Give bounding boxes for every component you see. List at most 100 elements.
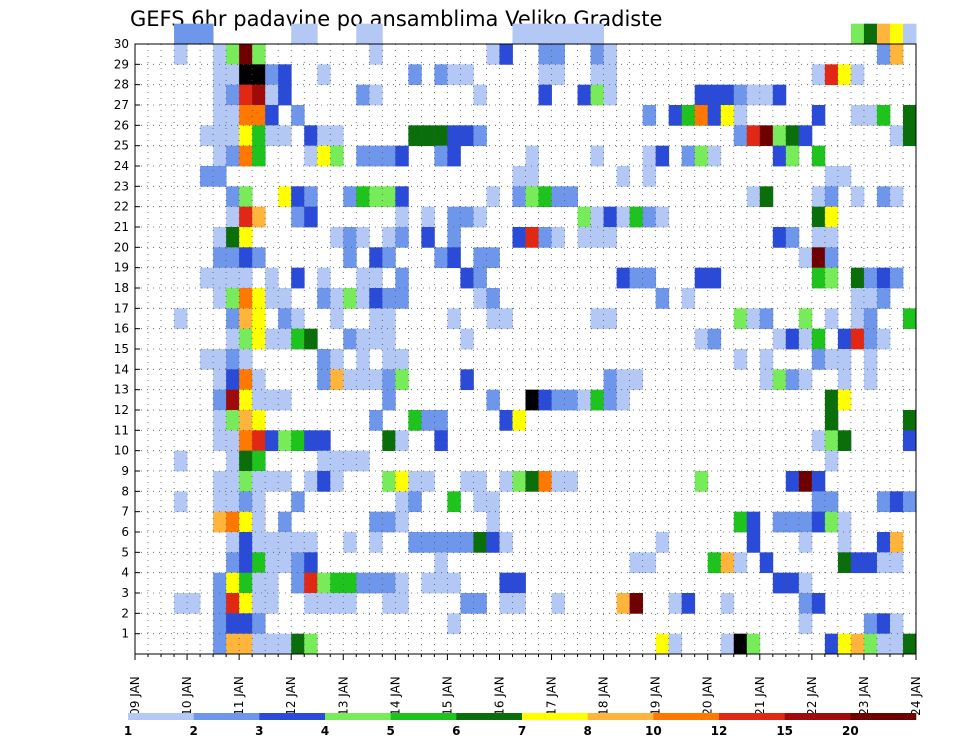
precip-cell [174, 491, 188, 513]
precip-cell [278, 84, 292, 106]
precip-cell [213, 511, 227, 533]
precip-cell [226, 471, 240, 492]
precip-cell [226, 247, 240, 269]
precip-cell [772, 227, 787, 248]
precip-cell [304, 532, 318, 553]
precip-cell [863, 369, 878, 391]
precip-cell [265, 288, 279, 309]
precip-cell [278, 125, 292, 147]
precip-cell [655, 288, 670, 309]
x-tick-label: 20 JAN [701, 676, 715, 716]
precip-cell [551, 64, 565, 86]
precip-cell [798, 471, 813, 492]
y-tick-label: 27 [114, 98, 129, 112]
precip-cell [213, 349, 227, 370]
precip-cell [499, 572, 513, 594]
precip-cell [486, 389, 500, 411]
precip-cell [304, 572, 318, 594]
precip-cell [252, 593, 266, 614]
precip-cell [265, 572, 279, 594]
precip-cell [291, 328, 305, 350]
precip-cell [382, 227, 396, 248]
precip-cell [382, 145, 396, 167]
precip-cell [356, 349, 370, 370]
precip-cell [213, 227, 227, 248]
x-tick-label: 21 JAN [753, 676, 767, 716]
precip-cell [291, 267, 305, 289]
y-tick-label: 16 [114, 322, 129, 336]
precip-cell [824, 267, 839, 289]
precip-cell [759, 84, 774, 106]
colorbar-segment [128, 713, 194, 720]
precip-cell [226, 84, 240, 106]
precip-cell [382, 572, 396, 594]
precip-cell [278, 288, 292, 309]
precip-cell [239, 84, 253, 106]
precip-cell [733, 552, 748, 574]
precip-cell [551, 593, 565, 614]
precip-cell [447, 206, 461, 228]
precip-cell [291, 572, 305, 594]
precip-cell [317, 349, 331, 370]
precip-cell [603, 84, 618, 106]
precip-cell [668, 105, 683, 126]
precip-cell [759, 186, 774, 208]
precip-cell [707, 267, 722, 289]
precip-cell [213, 389, 227, 411]
precip-cell [837, 64, 852, 86]
precip-cell [889, 186, 904, 208]
precip-cell [655, 633, 670, 655]
precip-cell [226, 511, 240, 533]
precip-cell [551, 44, 565, 65]
precip-cell [317, 430, 331, 452]
precip-cell [590, 44, 604, 65]
precip-cell [252, 430, 266, 452]
colorbar-tick-label: 15 [776, 724, 793, 738]
precip-cell [356, 23, 370, 45]
precip-cell [603, 44, 618, 65]
precip-cell [876, 44, 891, 65]
precip-cell [239, 64, 253, 86]
precip-cell [486, 288, 500, 309]
precip-cell [603, 64, 618, 86]
precip-cell [733, 84, 748, 106]
precip-cell [239, 288, 253, 309]
precip-cell [889, 267, 904, 289]
precip-cell [590, 308, 604, 330]
precip-cell [226, 308, 240, 330]
precip-cell [694, 105, 709, 126]
precip-cell [356, 84, 370, 106]
precip-cell [590, 389, 604, 411]
precip-cell [473, 84, 487, 106]
precip-cell [525, 389, 539, 411]
precip-cell [434, 430, 448, 452]
precip-cell [642, 105, 657, 126]
precip-cell [239, 491, 253, 513]
precip-cell [629, 206, 644, 228]
precip-cell [213, 145, 227, 167]
precip-cell [577, 23, 591, 45]
precip-cell [369, 186, 383, 208]
precip-cell [590, 145, 604, 167]
precip-cell [512, 166, 526, 187]
precip-cell [512, 593, 526, 614]
precip-cell [252, 572, 266, 594]
precip-cell [824, 633, 839, 655]
y-axis: 1234567891011121314151617181920212223242… [114, 37, 140, 641]
precip-cell [733, 511, 748, 533]
precip-cell [551, 389, 565, 411]
precip-cell [837, 532, 852, 553]
precip-cell [265, 532, 279, 553]
grid-layer [135, 44, 916, 654]
precip-cell [811, 64, 826, 86]
x-tick-label: 15 JAN [440, 676, 454, 716]
precip-cell [265, 328, 279, 350]
precip-cell [317, 572, 331, 594]
precip-cell [291, 532, 305, 553]
precip-cell [239, 125, 253, 147]
precip-cell [226, 206, 240, 228]
precip-cell [902, 23, 917, 45]
precip-cell [525, 186, 539, 208]
colorbar-tick-label: 12 [711, 724, 728, 738]
precip-cell [343, 186, 357, 208]
